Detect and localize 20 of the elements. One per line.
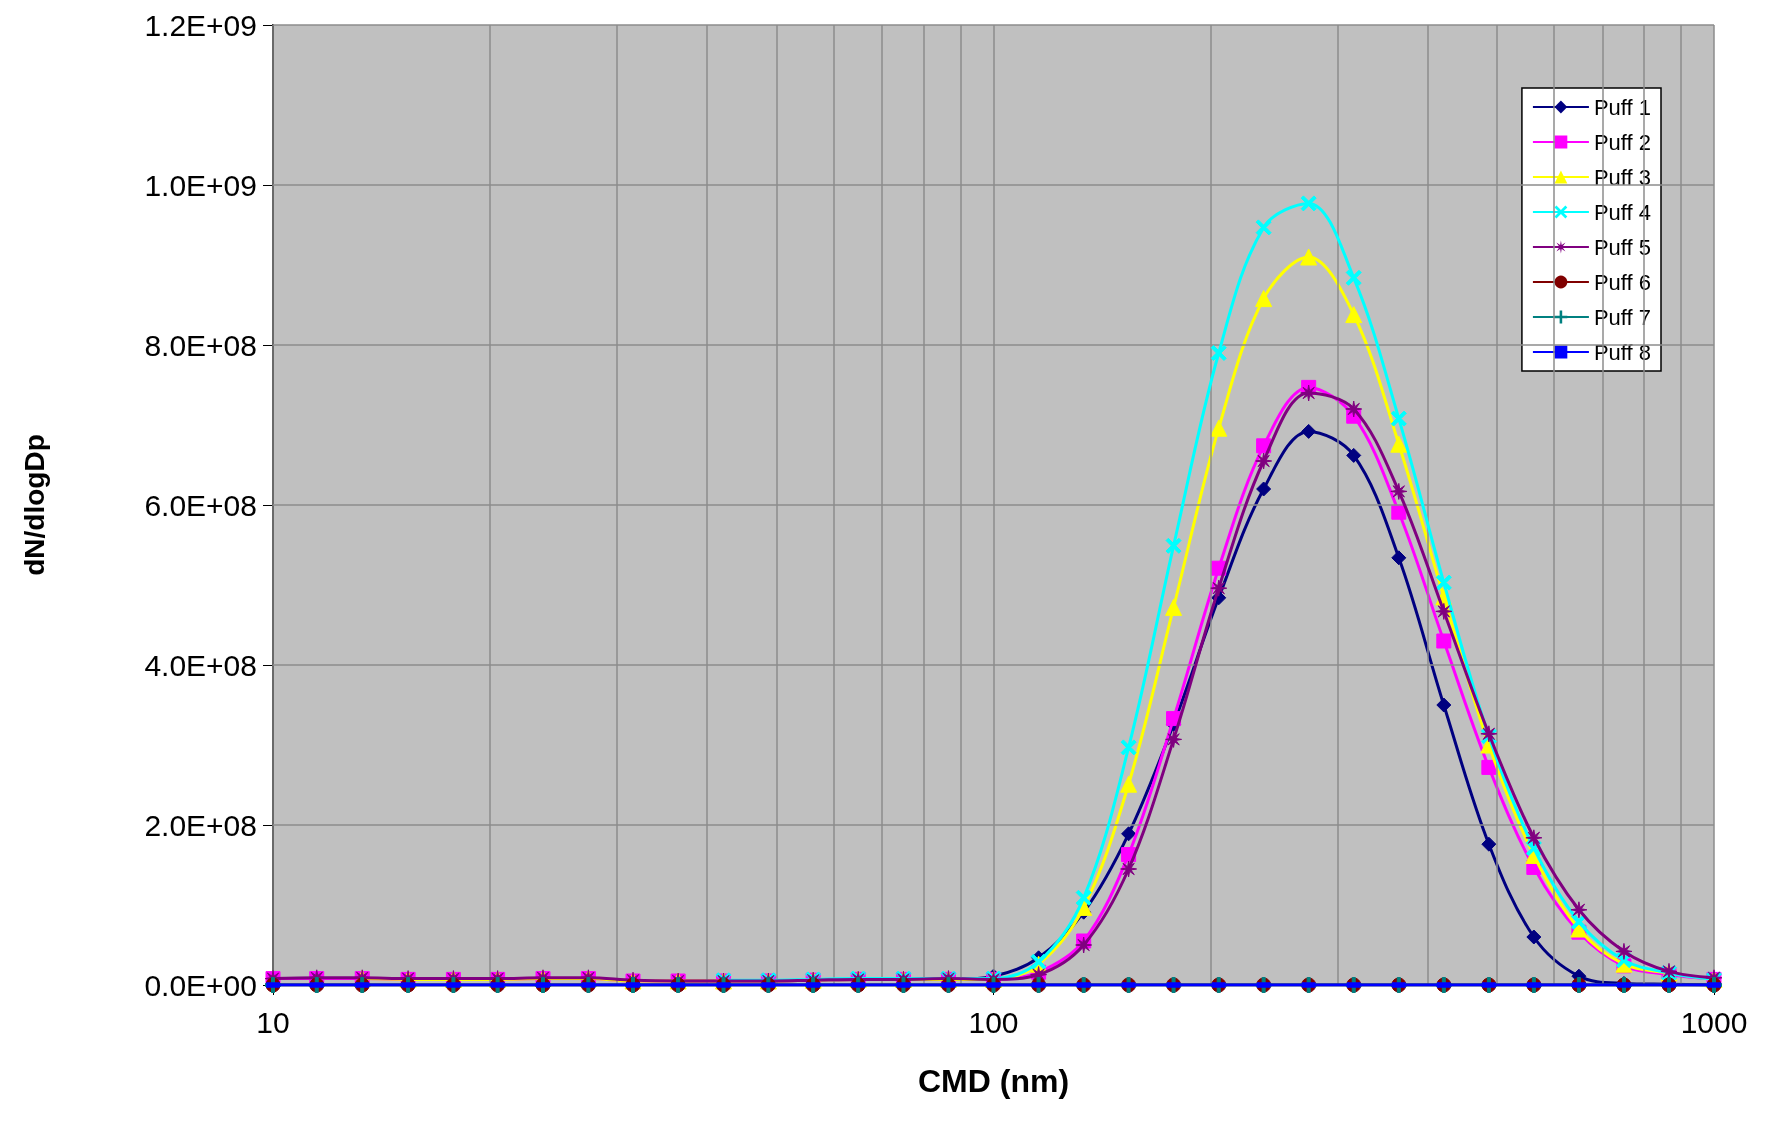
legend-label: Puff 1: [1593, 94, 1652, 120]
y-tick-label: 4.0E+08: [144, 648, 257, 682]
y-axis-title: dN/dlogDp: [18, 434, 50, 576]
legend-label: Puff 8: [1593, 339, 1652, 365]
y-tick-label: 0.0E+00: [144, 968, 257, 1002]
y-tick-label: 6.0E+08: [144, 488, 257, 522]
y-tick-label: 8.0E+08: [144, 328, 257, 362]
legend-label: Puff 2: [1593, 129, 1652, 155]
y-tick-label: 2.0E+08: [144, 808, 257, 842]
x-axis-title: CMD (nm): [917, 1063, 1070, 1099]
legend-label: Puff 7: [1593, 304, 1652, 330]
x-tick-label: 1000: [1680, 1005, 1748, 1039]
x-tick-label: 100: [968, 1005, 1019, 1039]
y-tick-label: 1.0E+09: [144, 168, 257, 202]
legend-label: Puff 6: [1593, 269, 1652, 295]
legend-label: Puff 3: [1593, 164, 1652, 190]
y-tick-label: 1.2E+09: [144, 8, 257, 42]
legend-label: Puff 5: [1593, 234, 1652, 260]
x-tick-label: 10: [256, 1005, 290, 1039]
legend-label: Puff 4: [1593, 199, 1652, 225]
